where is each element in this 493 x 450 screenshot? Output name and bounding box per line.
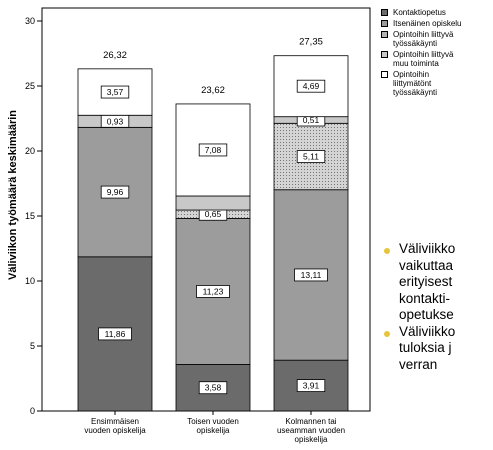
legend-swatch [381, 51, 388, 58]
legend-label: Opintoihin liittyvä muu toiminta [393, 50, 454, 68]
data-label-box [196, 285, 230, 298]
data-label-box [100, 85, 130, 99]
y-tick-label: 10 [25, 276, 35, 286]
x-tick-label: Kolmannen tai useamman vuoden opiskelija [277, 417, 345, 444]
data-label: 5,11 [303, 152, 319, 162]
y-tick-label: 30 [25, 16, 35, 26]
bullet-item: Väliviikko vaikuttaa erityisest kontakti… [384, 241, 493, 324]
legend-swatch [381, 20, 388, 27]
y-tick-label: 25 [25, 81, 35, 91]
data-label: 3,91 [303, 381, 320, 391]
data-label: 13,11 [301, 270, 322, 280]
data-label: 0,51 [303, 115, 320, 125]
data-label: 4,69 [303, 81, 320, 91]
legend: Kontaktiopetus Itsenäinen opiskelu Opintoi… [381, 8, 493, 99]
bullet-dot-icon [384, 330, 390, 337]
x-tick-label: Ensimmäisen vuoden opiskelija [84, 417, 146, 435]
y-tick-label: 0 [30, 406, 35, 416]
data-label: 3,58 [205, 383, 222, 393]
legend-item: Opintoihin liittymätönt työssäkäynti [381, 70, 493, 97]
legend-label: Opintoihin liittymätönt työssäkäynti [393, 70, 438, 97]
y-tick-label: 20 [25, 146, 35, 156]
data-label-box [296, 79, 326, 93]
data-label-box [198, 381, 228, 395]
data-label-box [198, 143, 228, 157]
data-label: 11,86 [105, 329, 126, 339]
legend-swatch [381, 71, 388, 78]
data-label: 3,57 [107, 87, 124, 97]
data-label: 7,08 [205, 145, 222, 155]
total-label: 26,32 [103, 50, 127, 61]
x-axis-labels: Ensimmäisen vuoden opiskelija Toisen vuode… [84, 411, 345, 444]
bullet-list: Väliviikko vaikuttaa erityisest kontakti… [384, 241, 493, 373]
bullet-item: Väliviikko tuloksia j verran [384, 324, 493, 374]
legend-swatch [381, 9, 388, 16]
total-label: 23,62 [201, 85, 225, 96]
y-tick-label: 15 [25, 211, 35, 221]
data-label-box [294, 268, 328, 282]
legend-label: Itsenäinen opiskelu [393, 19, 462, 28]
y-axis: 0 5 10 15 20 25 30 [25, 16, 42, 416]
legend-item: Itsenäinen opiskelu [381, 19, 493, 28]
x-tick-label: Toisen vuoden opiskelija [187, 417, 239, 435]
legend-label: Kontaktiopetus [393, 8, 446, 17]
legend-label: Opintoihin liittyvä työssäkäynti [393, 30, 454, 48]
data-label-box [296, 150, 326, 163]
data-label: 0,65 [205, 209, 222, 219]
bar-segment [175, 195, 251, 211]
total-label: 27,35 [299, 37, 323, 48]
legend-item: Opintoihin liittyvä muu toiminta [381, 50, 493, 68]
data-label: 11,23 [203, 286, 224, 296]
legend-item: Kontaktiopetus [381, 8, 493, 17]
bullet-dot-icon [384, 248, 390, 254]
data-label-box [296, 379, 326, 392]
data-label-box [98, 327, 132, 341]
y-tick-label: 5 [30, 341, 35, 351]
bullet-text: Väliviikko tuloksia j verran [399, 323, 456, 372]
data-label: 9,96 [107, 187, 124, 197]
bullet-text: Väliviikko vaikuttaa erityisest kontakti… [399, 241, 456, 322]
bars: 11,86 9,96 0,93 3,57 26,32 3,58 11,23 0,65 7,08 2… [77, 37, 349, 412]
data-label: 0,93 [107, 116, 124, 126]
legend-item: Opintoihin liittyvä työssäkäynti [381, 30, 493, 48]
data-label-box [100, 185, 130, 199]
stacked-bar-chart: 0 5 10 15 20 25 30 Väliviikon työmäärä keskimä… [7, 7, 371, 444]
legend-swatch [381, 31, 388, 38]
y-axis-label: Väliviikon työmäärä keskimäärin [7, 110, 19, 280]
